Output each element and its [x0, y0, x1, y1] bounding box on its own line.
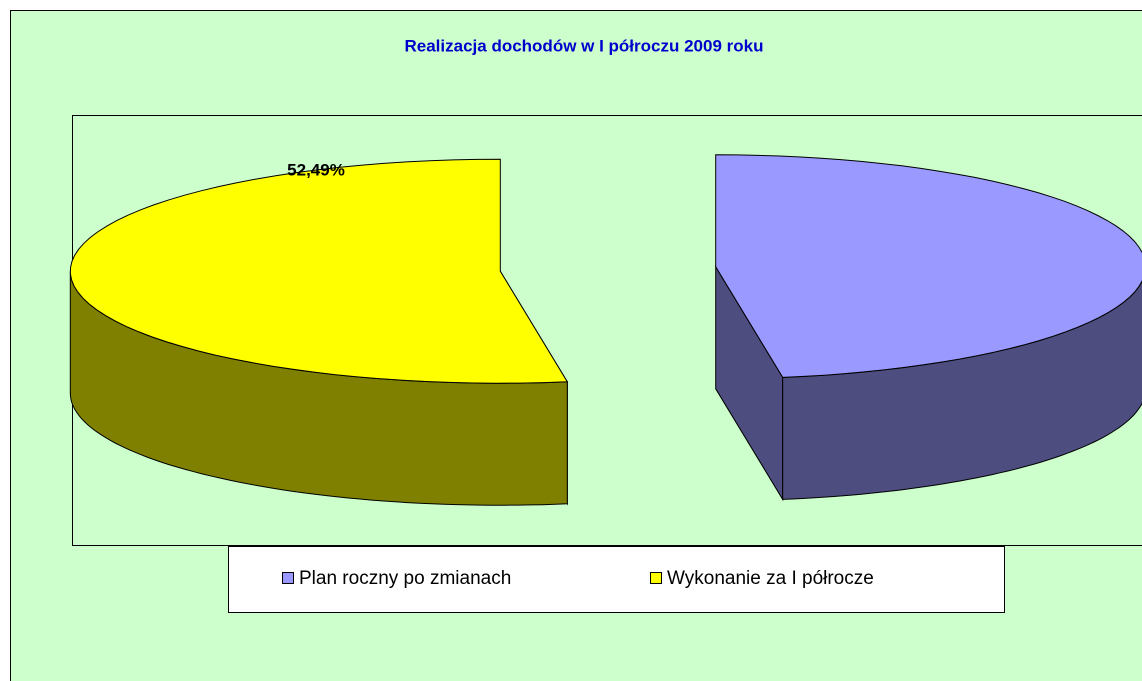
legend — [228, 546, 1005, 613]
pie — [69, 154, 1142, 506]
chart-title: Realizacja dochodów w I półroczu 2009 ro… — [405, 36, 764, 55]
slice — [715, 154, 1142, 378]
legend-label: Wykonanie za I półrocze — [667, 568, 874, 589]
data-label: 52,49% — [287, 160, 345, 179]
legend-swatch — [650, 572, 662, 584]
slice — [69, 158, 569, 384]
legend-swatch — [282, 572, 294, 584]
legend-label: Plan roczny po zmianach — [299, 568, 511, 589]
